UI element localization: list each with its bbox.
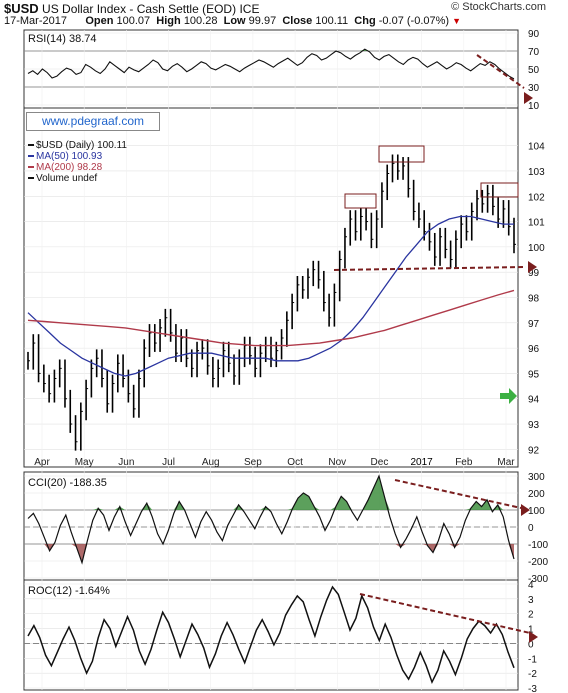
high-value: 100.28 [183,15,218,27]
month-label: Feb [455,457,473,468]
month-label: Dec [371,457,389,468]
roc-arrow [529,631,538,643]
high-label: High [156,15,181,27]
support-line [333,266,527,271]
cci-tick-label: 200 [528,489,545,500]
symbol: $USD [4,1,39,16]
panel-frame-3 [23,579,519,691]
rsi-tick-label: 90 [528,29,540,40]
quote-line: 17-Mar-2017 Open 100.07 High 100.28 Low … [4,15,461,27]
price-tick-label: 104 [528,142,545,153]
chg-value: -0.07 (-0.07%) [378,15,450,27]
roc-tick-label: 0 [528,639,534,650]
panel-frame-1 [23,107,519,468]
price-tick-label: 95 [528,369,540,380]
price-legend-item: MA(50) 100.93 [36,151,103,162]
month-label: Jul [162,457,175,468]
cci-tick-label: -200 [528,557,548,568]
chart-header: $USD US Dollar Index - Cash Settle (EOD)… [4,1,259,16]
top-box [344,193,377,209]
roc-tick-label: -2 [528,669,537,680]
price-tick-label: 93 [528,420,540,431]
price-tick-label: 100 [528,243,545,254]
exchange: ICE [239,2,260,16]
roc-legend: ROC(12) -1.64% [28,585,110,597]
rsi-tick-label: 30 [528,83,540,94]
price-tick-label: 103 [528,167,545,178]
cci-line [27,474,515,565]
close-value: 100.11 [315,15,349,27]
chg-down-icon: ▼ [452,16,462,26]
open-value: 100.07 [116,15,151,27]
price-legend-item: Volume undef [36,173,97,184]
price-tick-label: 98 [528,294,540,305]
cci-tick-label: -100 [528,540,548,551]
roc-tick-label: 2 [528,610,534,621]
price-tick-label: 94 [528,395,540,406]
rsi-trend-line [476,54,525,89]
rsi-arrow [524,92,533,104]
price-tick-label: 96 [528,344,540,355]
roc-tick-label: 4 [528,580,534,591]
cci-trend-line [394,479,522,509]
price-tick-label: 92 [528,445,540,456]
month-label: 2017 [411,457,434,468]
price-tick-label: 99 [528,268,540,279]
open-label: Open [85,15,114,27]
support-arrow [528,261,537,273]
roc-tick-label: 1 [528,625,534,636]
cci-oversold-area [449,544,460,548]
price-tick-label: 101 [528,218,545,229]
top-box [378,145,425,163]
roc-line [27,585,515,685]
cci-tick-label: 300 [528,472,545,483]
price-legend-item: MA(200) 98.28 [36,162,103,173]
month-label: Sep [244,457,262,468]
cci-overbought-area [287,493,320,510]
cci-overbought-area [330,496,352,510]
cci-legend: CCI(20) -188.35 [28,477,107,489]
rsi-line [27,48,515,80]
price-tick-label: 102 [528,192,545,203]
price-legend-item: $USD (Daily) 100.11 [36,140,127,151]
month-label: May [75,457,94,468]
month-label: Apr [34,457,50,468]
roc-trend-line [359,593,531,634]
roc-tick-label: -1 [528,654,537,665]
roc-tick-label: -3 [528,684,537,693]
cci-oversold-area [395,544,406,548]
rsi-legend: RSI(14) 38.74 [28,33,96,45]
month-label: Nov [328,457,346,468]
month-label: Mar [497,457,515,468]
rsi-tick-label: 70 [528,47,540,58]
low-label: Low [223,15,246,27]
low-value: 99.97 [248,15,277,27]
watermark: www.pdegraaf.com [26,112,160,131]
chg-label: Chg [354,15,376,27]
cci-overbought-area [362,476,390,510]
month-label: Oct [287,457,303,468]
cci-arrow [521,504,530,516]
cci-tick-label: 0 [528,523,534,534]
cci-tick-label: 100 [528,506,545,517]
close-label: Close [282,15,313,27]
month-label: Jun [118,457,134,468]
cci-tick-label: -300 [528,574,548,585]
top-box [480,182,519,198]
month-label: Aug [202,457,220,468]
rsi-tick-label: 50 [528,65,540,76]
quote-date: 17-Mar-2017 [4,15,67,27]
price-tick-label: 97 [528,319,540,330]
ma50-line [27,215,514,377]
roc-tick-label: 3 [528,595,534,606]
ma200-line [27,289,515,347]
source-label: © StockCharts.com [451,1,546,13]
rsi-tick-label: 10 [528,101,540,112]
green-arrow [500,388,517,404]
instrument-name: US Dollar Index - Cash Settle (EOD) [42,2,237,16]
